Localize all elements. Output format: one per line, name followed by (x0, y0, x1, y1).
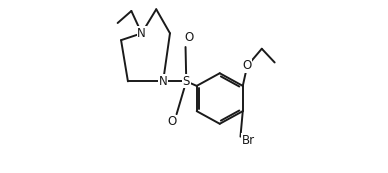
Text: N: N (137, 27, 146, 40)
Text: O: O (167, 115, 176, 128)
Text: O: O (184, 31, 194, 44)
Text: N: N (159, 75, 168, 88)
Text: Br: Br (242, 134, 255, 147)
Text: S: S (183, 75, 190, 88)
Text: O: O (242, 59, 252, 72)
